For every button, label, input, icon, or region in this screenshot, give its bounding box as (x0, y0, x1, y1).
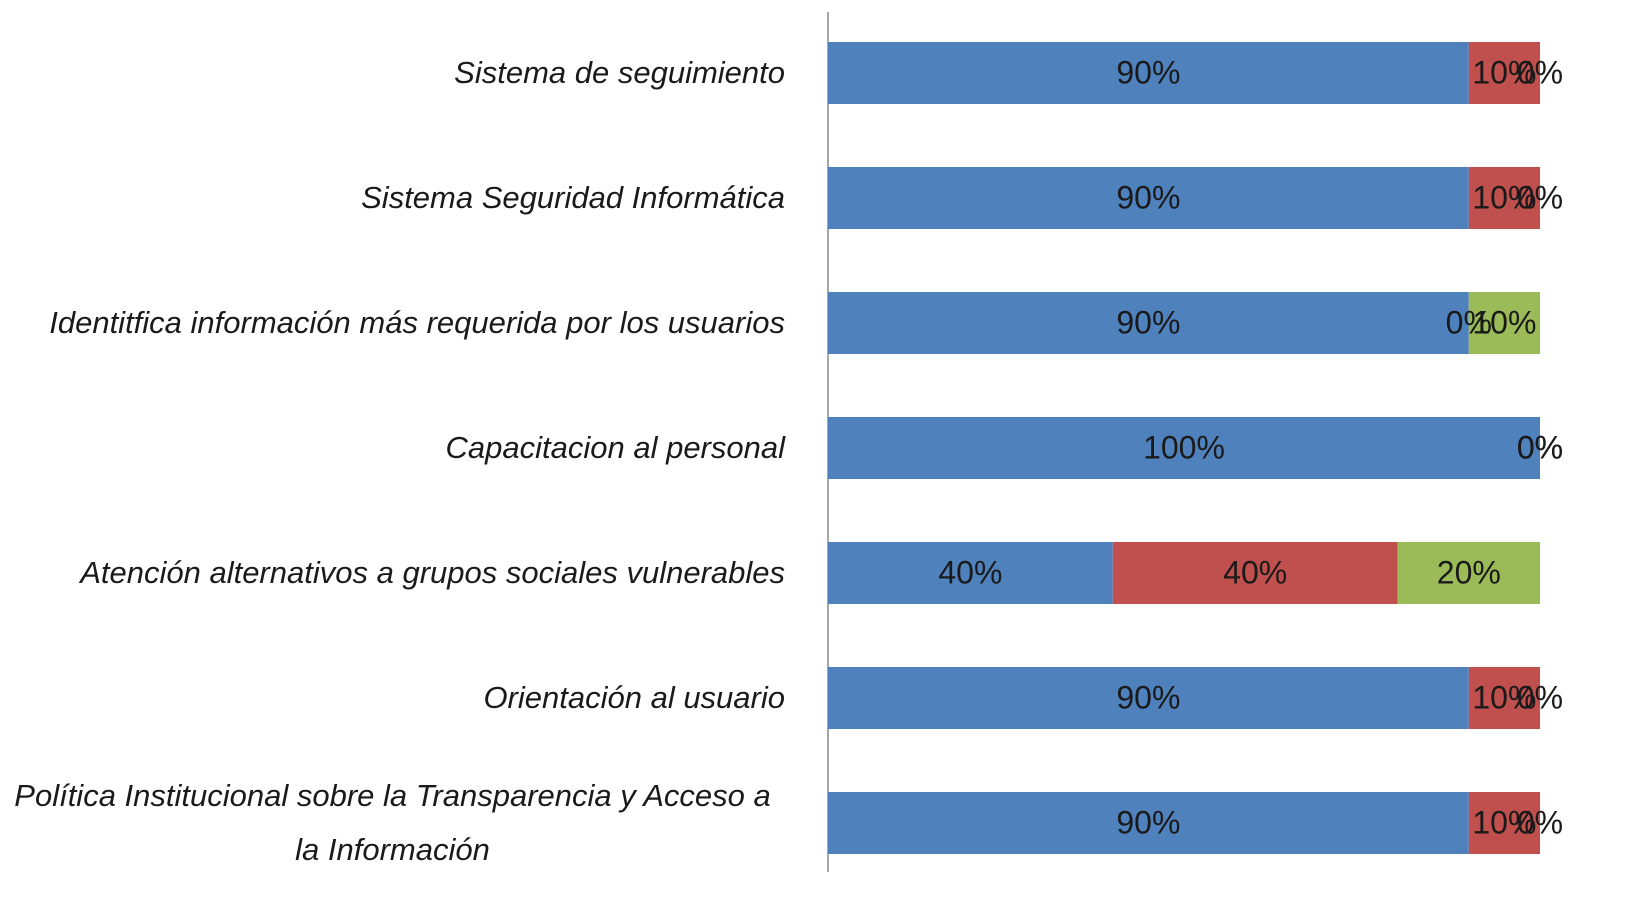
data-label: 90% (1116, 679, 1180, 715)
bar-segment (828, 417, 1540, 479)
bar-segment (828, 792, 1469, 854)
bar-segment (1397, 542, 1540, 604)
data-label: 0% (1517, 54, 1563, 90)
bar-segment (1468, 667, 1540, 729)
bar-segment (1112, 542, 1398, 604)
data-label: 100% (1143, 429, 1225, 465)
bar-segment (1468, 167, 1540, 229)
y-tick-label: Política Institucional sobre la Transpar… (14, 778, 771, 867)
bar-segment (1468, 42, 1540, 104)
data-label: 90% (1116, 304, 1180, 340)
data-label: 0% (1517, 679, 1563, 715)
data-label: 0% (1517, 429, 1563, 465)
bar-segment (828, 542, 1113, 604)
data-label: 10% (1472, 54, 1536, 90)
bar-segment (828, 167, 1469, 229)
y-tick-label: Orientación al usuario (483, 680, 785, 715)
data-label: 20% (1437, 554, 1501, 590)
data-label: 0% (1517, 179, 1563, 215)
bar-segment (1468, 792, 1540, 854)
y-tick-label: Atención alternativos a grupos sociales … (80, 555, 785, 590)
y-tick-label: Identitfica información más requerida po… (49, 305, 785, 340)
data-label: 40% (938, 554, 1002, 590)
data-label: 90% (1116, 54, 1180, 90)
bar-segment (828, 42, 1469, 104)
y-tick-label: Capacitacion al personal (445, 430, 786, 465)
bar-segment (828, 292, 1469, 354)
bar-segment (1468, 292, 1540, 354)
data-label: 10% (1472, 304, 1536, 340)
y-tick-label: Sistema Seguridad Informática (361, 180, 785, 215)
data-label: 40% (1223, 554, 1287, 590)
y-tick-label: Sistema de seguimiento (454, 55, 785, 90)
data-label: 10% (1472, 804, 1536, 840)
data-label: 0% (1446, 304, 1492, 340)
data-label: 90% (1116, 179, 1180, 215)
data-label: 90% (1116, 804, 1180, 840)
data-label: 0% (1517, 804, 1563, 840)
data-label: 10% (1472, 179, 1536, 215)
bar-segment (828, 667, 1469, 729)
data-label: 10% (1472, 679, 1536, 715)
data-label: 0% (1517, 429, 1563, 465)
